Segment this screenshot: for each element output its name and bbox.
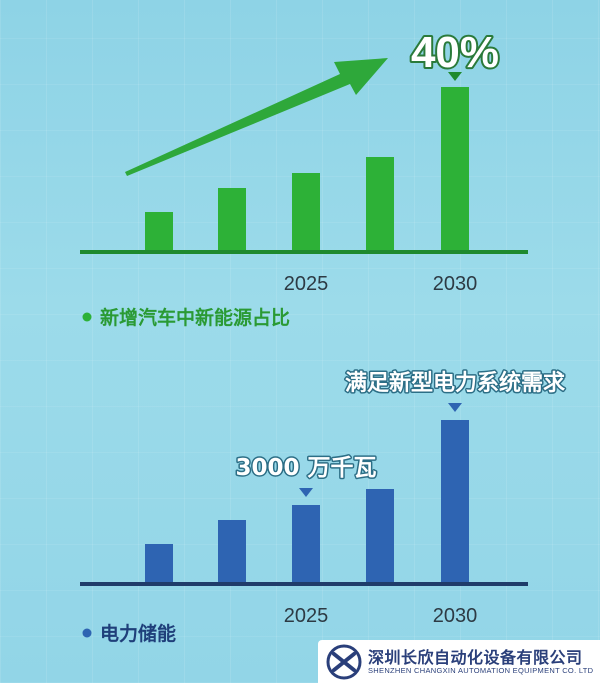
bar <box>218 188 246 252</box>
callout-pointer <box>448 72 462 81</box>
caption-bullet <box>82 628 92 638</box>
bar <box>366 157 394 252</box>
bar <box>366 489 394 584</box>
bar <box>292 173 320 252</box>
bar <box>441 87 469 252</box>
caption-bullet <box>82 312 92 322</box>
callout-pointer <box>299 488 313 497</box>
chart-caption: 新增汽车中新能源占比 <box>100 306 290 329</box>
bar <box>292 505 320 584</box>
company-name-en: SHENZHEN CHANGXIN AUTOMATION EQUIPMENT C… <box>368 666 594 675</box>
x-tick-label: 2025 <box>284 605 329 627</box>
company-name-cn: 深圳长欣自动化设备有限公司 <box>368 648 583 667</box>
callout-pointer <box>448 403 462 412</box>
capacity-callout: 3000 万千瓦 <box>235 455 376 481</box>
chart-caption: 电力储能 <box>100 622 176 645</box>
company-logo-banner: 深圳长欣自动化设备有限公司 SHENZHEN CHANGXIN AUTOMATI… <box>318 640 600 683</box>
company-logo-icon <box>326 644 362 680</box>
power-storage-chart: 2025 2030 3000 万千瓦 满足新型电力系统需求 电力储能 <box>80 369 567 645</box>
x-tick-label: 2030 <box>433 605 478 627</box>
x-tick-label: 2030 <box>433 273 478 295</box>
bar <box>441 420 469 584</box>
percentage-callout: 40% <box>411 28 499 77</box>
capacity-callout: 满足新型电力系统需求 <box>345 370 565 396</box>
bar <box>218 520 246 584</box>
x-tick-label: 2025 <box>284 273 329 295</box>
bar <box>145 544 173 584</box>
new-energy-share-chart: 2025 2030 40% 新增汽车中新能源占比 <box>80 26 528 329</box>
bar <box>145 212 173 252</box>
growth-arrow <box>125 58 388 176</box>
